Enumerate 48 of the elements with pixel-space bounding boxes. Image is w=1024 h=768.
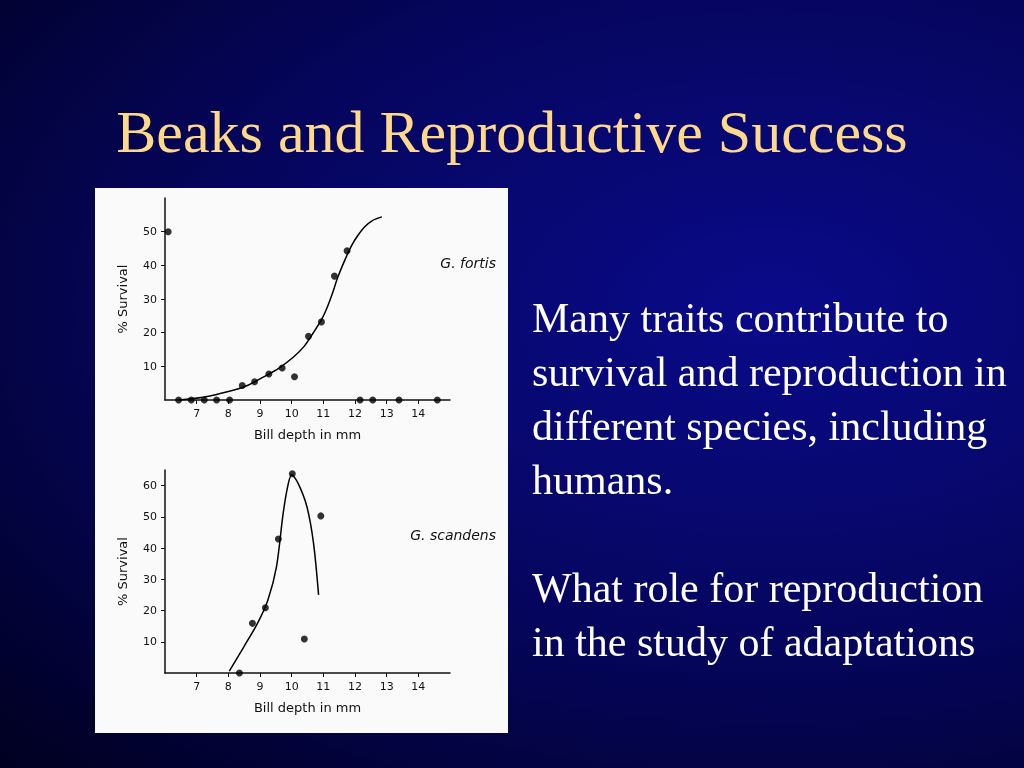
y-tick-label: 10 <box>143 359 157 373</box>
point <box>235 669 243 677</box>
text: Beaks and Reproductive Success <box>115 98 909 167</box>
x-axis-title: Bill depth in mm <box>253 700 362 715</box>
point <box>369 396 377 404</box>
point <box>213 396 221 404</box>
y-axis-title: % Survival <box>115 537 130 606</box>
point <box>248 619 256 627</box>
y-tick-label: 60 <box>143 479 157 493</box>
x-tick-label: 11 <box>316 680 331 693</box>
x-tick-label: 9 <box>256 680 264 693</box>
x-axis-title: Bill depth in mm <box>253 427 362 442</box>
text: What role for reproduction in the study of adaptations <box>532 564 985 667</box>
y-tick-label: 30 <box>143 292 157 306</box>
x-tick-label: 8 <box>224 680 232 693</box>
point <box>175 396 183 404</box>
point <box>300 635 308 643</box>
x-tick-label: 10 <box>284 680 299 693</box>
point <box>291 373 299 381</box>
text: Many traits contribute to survival and reproduction in different species, including humans. <box>532 294 1008 505</box>
y-tick-label: 40 <box>143 258 157 272</box>
point <box>330 272 338 280</box>
y-tick-label: 10 <box>143 635 157 649</box>
x-tick-label: 7 <box>193 680 201 693</box>
point <box>317 512 325 520</box>
point <box>433 396 441 404</box>
x-tick-label: 14 <box>411 407 426 420</box>
y-tick-label: 20 <box>143 604 157 618</box>
x-tick-label: 10 <box>284 407 299 420</box>
y-axis-title: % Survival <box>115 264 130 334</box>
point <box>226 396 234 404</box>
x-tick-label: 8 <box>224 407 232 420</box>
point <box>164 228 172 236</box>
x-tick-label: 11 <box>316 407 331 420</box>
y-tick-label: 50 <box>143 225 157 239</box>
annotation: G. fortis <box>440 255 496 271</box>
x-tick-label: 7 <box>193 407 201 420</box>
y-tick-label: 20 <box>143 326 157 340</box>
y-tick-label: 50 <box>143 510 157 524</box>
annotation: G. scandens <box>410 527 496 543</box>
x-tick-label: 9 <box>256 407 264 420</box>
x-tick-label: 12 <box>348 407 362 420</box>
x-tick-label: 14 <box>411 680 426 693</box>
x-tick-label: 12 <box>348 680 362 693</box>
x-tick-label: 13 <box>379 407 394 420</box>
y-tick-label: 30 <box>143 572 157 586</box>
y-tick-label: 40 <box>143 541 157 555</box>
x-tick-label: 13 <box>379 680 394 693</box>
